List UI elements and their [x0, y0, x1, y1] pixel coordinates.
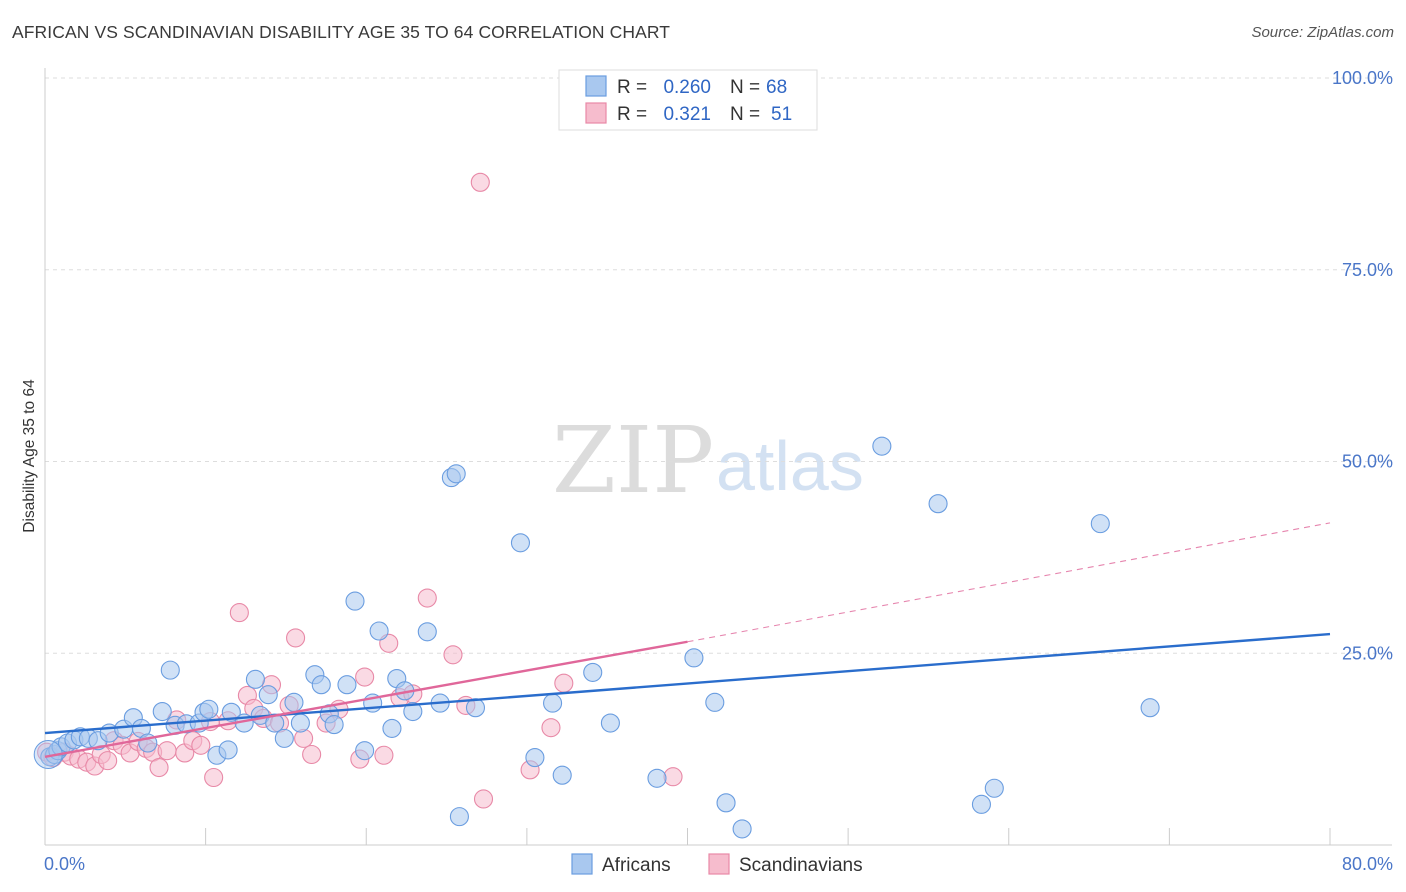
- legend-n-label-scandinavians: N =: [730, 104, 760, 125]
- scandinavians-point-22: [204, 767, 224, 788]
- africans-point-61: [732, 819, 752, 839]
- scandinavians-point-42: [417, 588, 437, 608]
- scandinavians-point-8: [98, 751, 118, 771]
- watermark-zip: ZIP: [552, 407, 714, 514]
- africans-point-51: [510, 533, 531, 553]
- legend-r-label-africans: R =: [617, 77, 647, 98]
- africans-point-57: [647, 768, 667, 788]
- africans-point-49: [449, 807, 469, 827]
- africans-point-52: [525, 748, 545, 768]
- africans-point-62: [872, 436, 892, 456]
- bottom-legend-swatch-scandinavians: [708, 853, 730, 875]
- legend-n-label-africans: N =: [730, 77, 760, 98]
- legend: R = 0.260 N = 68 R = 0.321 N = 51: [558, 69, 818, 131]
- africans-point-54: [552, 765, 572, 785]
- scandinavians-point-45: [470, 172, 490, 192]
- africans-point-20: [199, 699, 219, 719]
- africans-point-58: [684, 648, 704, 668]
- legend-swatch-africans: [585, 75, 607, 97]
- scandinavians-point-32: [294, 728, 314, 748]
- africans-point-48: [446, 464, 466, 484]
- africans-point-33: [311, 675, 331, 695]
- scandinavians-point-37: [355, 667, 375, 687]
- africans-point-25: [245, 669, 265, 689]
- africans-point-66: [1090, 514, 1110, 534]
- africans-point-59: [705, 692, 725, 712]
- legend-n-value-scandinavians: 51: [771, 104, 792, 125]
- africans-point-55: [583, 662, 603, 682]
- africans-point-45: [417, 622, 437, 642]
- gridlines: [45, 77, 1392, 654]
- axes: [44, 68, 1392, 846]
- bottom-legend-swatch-africans: [571, 853, 593, 875]
- africans-point-44: [403, 701, 423, 722]
- africans-point-22: [218, 740, 238, 760]
- africans-point-27: [258, 685, 278, 705]
- scandinavians-point-16: [157, 741, 177, 761]
- africans-point-56: [600, 713, 620, 733]
- source-label: Source: ZipAtlas.com: [1251, 24, 1394, 41]
- africans-point-23: [221, 702, 241, 722]
- scandinavians-point-31: [286, 628, 306, 648]
- scandinavians-point-43: [443, 645, 463, 665]
- africans-point-65: [984, 778, 1004, 798]
- scandinavians-point-15: [149, 757, 169, 778]
- legend-r-value-africans: 0.260: [663, 77, 711, 98]
- scandinavians-point-48: [541, 718, 561, 738]
- africans-point-35: [324, 715, 344, 735]
- africans-point-37: [345, 591, 365, 611]
- africans-point-31: [290, 713, 310, 733]
- legend-swatch-scandinavians: [585, 102, 607, 124]
- y-tick-labels: 25.0% 50.0% 75.0% 100.0%: [1332, 68, 1393, 663]
- x-tick-label-min: 0.0%: [44, 854, 85, 874]
- africans-point-14: [152, 701, 172, 722]
- scandinavians-point-33: [302, 744, 322, 765]
- trend-lines: [44, 522, 1331, 758]
- x-tick-label-max: 80.0%: [1342, 854, 1393, 874]
- scandinavians-trend-line: [44, 640, 688, 758]
- y-tick-label-1: 50.0%: [1342, 452, 1393, 472]
- africans-point-30: [284, 692, 304, 712]
- y-tick-label-0: 25.0%: [1342, 643, 1393, 663]
- africans-point-29: [274, 728, 294, 748]
- africans-point-41: [382, 718, 402, 738]
- scandinavians-point-24: [229, 603, 249, 623]
- scandinavians-point-49: [554, 673, 574, 693]
- scandinavians-point-50: [663, 767, 683, 787]
- bottom-legend-label-scandinavians: Scandinavians: [739, 855, 863, 876]
- scandinavians-point-46: [473, 789, 494, 809]
- africans-point-38: [355, 741, 375, 761]
- africans-point-36: [337, 675, 357, 695]
- africans-point-53: [543, 693, 563, 713]
- scandinavians-point-20: [191, 735, 211, 755]
- africans-point-64: [971, 794, 991, 814]
- x-ticks: [205, 828, 1331, 845]
- y-tick-label-2: 75.0%: [1342, 260, 1393, 280]
- chart-title: AFRICAN VS SCANDINAVIAN DISABILITY AGE 3…: [12, 22, 671, 42]
- africans-point-15: [160, 660, 180, 680]
- watermark-atlas: atlas: [716, 427, 864, 505]
- scandinavians-point-38: [374, 745, 394, 765]
- africans-point-28: [265, 713, 285, 733]
- africans-point-40: [369, 621, 389, 641]
- y-tick-label-3: 100.0%: [1332, 68, 1393, 88]
- legend-r-label-scandinavians: R =: [617, 104, 647, 125]
- bottom-legend: Africans Scandinavians: [571, 853, 863, 876]
- africans-point-63: [928, 494, 948, 514]
- africans-point-67: [1140, 698, 1160, 718]
- y-axis-label: Disability Age 35 to 64: [21, 379, 38, 533]
- africans-trend-line: [44, 632, 1331, 735]
- bottom-legend-label-africans: Africans: [602, 855, 671, 876]
- africans-point-60: [716, 793, 736, 813]
- legend-r-value-scandinavians: 0.321: [663, 104, 711, 125]
- legend-n-value-africans: 68: [766, 77, 787, 98]
- scandinavians-trend-extension: [687, 522, 1331, 643]
